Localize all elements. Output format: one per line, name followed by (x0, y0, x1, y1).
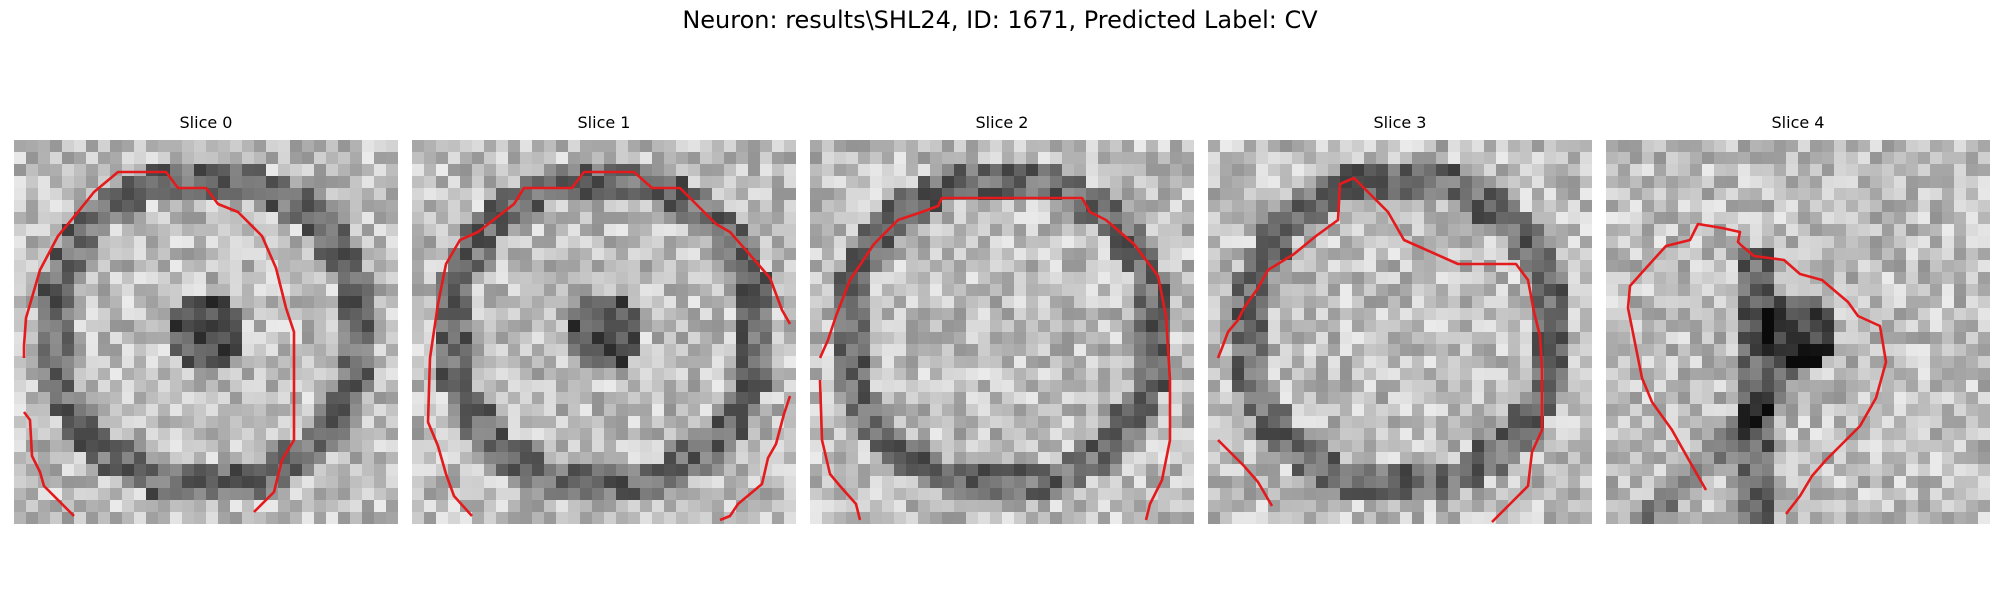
segmentation-contour (1626, 222, 1888, 515)
contour-line (22, 411, 75, 517)
slice-image-2 (810, 140, 1194, 524)
slice-title-1: Slice 1 (577, 113, 631, 132)
slice-image-4 (1606, 140, 1990, 524)
slice-title-4: Slice 4 (1771, 113, 1825, 132)
contour-line (719, 395, 792, 522)
slice-panel-0: Slice 0 (14, 112, 398, 524)
figure-title: Neuron: results\SHL24, ID: 1671, Predict… (682, 6, 1318, 34)
contour-line (426, 170, 792, 517)
slice-panel-4: Slice 4 (1606, 112, 1990, 524)
slice-title-0: Slice 0 (179, 113, 233, 132)
slice-panel-3: Slice 3 (1208, 112, 1592, 524)
slice-title-2: Slice 2 (975, 113, 1029, 132)
segmentation-contour (818, 196, 1172, 521)
slice-image-0 (14, 140, 398, 524)
slice-panel-1: Slice 1 (412, 112, 796, 524)
segmentation-contour (426, 170, 792, 522)
segmentation-contour (1216, 176, 1544, 523)
contour-line (1784, 459, 1827, 515)
slice-image-3 (1208, 140, 1592, 524)
segmentation-contour (22, 170, 296, 517)
contour-line (22, 170, 296, 513)
contour-line (818, 196, 1172, 521)
contour-line (1216, 176, 1544, 523)
slice-title-3: Slice 3 (1373, 113, 1427, 132)
slice-panel-2: Slice 2 (810, 112, 1194, 524)
contour-line (818, 379, 862, 521)
slice-image-1 (412, 140, 796, 524)
contour-line (1217, 439, 1274, 507)
contour-line (1626, 222, 1888, 491)
